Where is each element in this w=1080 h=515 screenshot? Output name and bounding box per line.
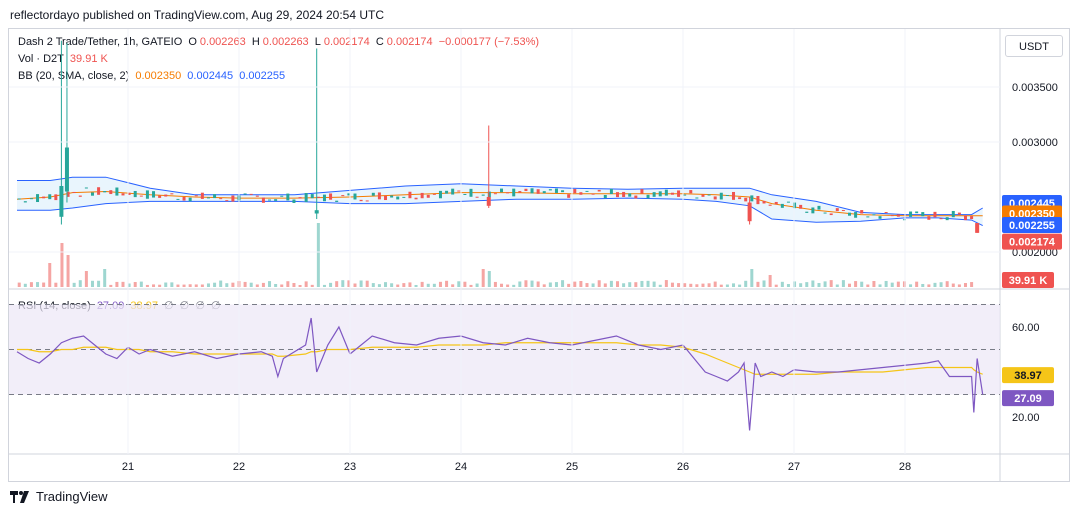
ohlc-h-label: H: [251, 36, 260, 48]
rsi-ma-value: 38.97: [130, 300, 158, 312]
volume-legend: Vol · D2T 39.91 K: [18, 53, 111, 65]
volume-value: 39.91 K: [69, 53, 108, 65]
ohlc-o-label: O: [188, 36, 197, 48]
bb-upper-value: 0.002445: [187, 70, 234, 82]
tradingview-logo-icon[interactable]: [10, 490, 30, 503]
ohlc-h-value: 0.002263: [262, 36, 309, 48]
rsi-legend: RSI (14, close) 27.09 38.97 ∅ ∅ ∅ ∅: [18, 299, 224, 312]
bb-legend: BB (20, SMA, close, 2) 0.002350 0.002445…: [18, 70, 288, 82]
price-change: −0.000177 (−7.53%): [438, 36, 540, 48]
ohlc-c-value: 0.002174: [386, 36, 433, 48]
ohlc-l-value: 0.002174: [323, 36, 370, 48]
ohlc-c-label: C: [375, 36, 384, 48]
rsi-na-3: ∅: [195, 300, 205, 312]
footer: TradingView: [10, 489, 108, 504]
rsi-na-2: ∅: [179, 300, 190, 312]
rsi-label[interactable]: RSI (14, close): [18, 300, 91, 312]
footer-brand[interactable]: TradingView: [36, 489, 108, 504]
symbol-legend: Dash 2 Trade/Tether, 1h, GATEIO O 0.00226…: [18, 36, 542, 48]
rsi-na-4: ∅: [210, 300, 221, 312]
ohlc-o-value: 0.002263: [199, 36, 246, 48]
volume-label[interactable]: Vol · D2T: [18, 53, 64, 65]
symbol-name[interactable]: Dash 2 Trade/Tether, 1h, GATEIO: [18, 36, 183, 48]
rsi-na-1: ∅: [164, 300, 174, 312]
currency-selector[interactable]: USDT: [1005, 35, 1063, 57]
published-by-line: reflectordayo published on TradingView.c…: [10, 8, 385, 22]
bb-label[interactable]: BB (20, SMA, close, 2): [18, 70, 130, 82]
bb-lower-value: 0.002255: [239, 70, 286, 82]
rsi-value: 27.09: [96, 300, 125, 312]
ohlc-l-label: L: [314, 36, 321, 48]
chart-frame: [8, 28, 1070, 482]
bb-basis-value: 0.002350: [135, 70, 182, 82]
